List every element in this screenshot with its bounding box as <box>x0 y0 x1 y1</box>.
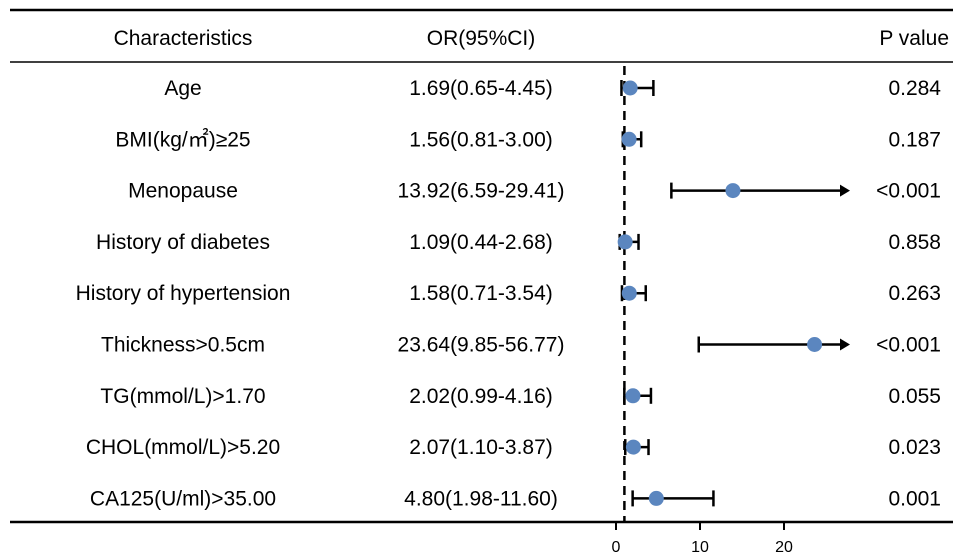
row-label: Age <box>164 77 201 100</box>
row-p-value: 0.055 <box>888 385 941 408</box>
header-p-value: P value <box>879 27 949 50</box>
row-p-value: <0.001 <box>876 180 941 203</box>
ci-arrowhead <box>840 184 850 197</box>
ci-arrowhead <box>840 338 850 351</box>
row-label: History of hypertension <box>76 282 291 305</box>
row-p-value: 0.858 <box>888 231 941 254</box>
or-point <box>625 388 641 404</box>
header-characteristics: Characteristics <box>114 27 253 50</box>
or-point <box>621 285 637 301</box>
row-p-value: 0.187 <box>888 128 941 151</box>
row-or-ci: 1.69(0.65-4.45) <box>409 77 553 100</box>
row-label: Menopause <box>128 180 238 203</box>
row-label: History of diabetes <box>96 231 270 254</box>
row-label: BMI(kg/㎡)≥25 <box>115 127 250 151</box>
or-point <box>617 234 633 250</box>
row-label: TG(mmol/L)>1.70 <box>100 385 265 408</box>
or-point <box>622 80 638 96</box>
row-p-value: 0.263 <box>888 282 941 305</box>
x-tick-label: 10 <box>691 539 709 556</box>
row-or-ci: 23.64(9.85-56.77) <box>398 334 565 357</box>
row-label: CHOL(mmol/L)>5.20 <box>86 436 280 459</box>
or-point <box>625 439 641 455</box>
x-axis: 0 10 20 <box>612 522 793 556</box>
x-tick-label: 20 <box>775 539 793 556</box>
row-label: CA125(U/ml)>35.00 <box>90 487 276 510</box>
row-p-value: <0.001 <box>876 334 941 357</box>
or-point <box>648 490 664 506</box>
row-p-value: 0.023 <box>888 436 941 459</box>
row-or-ci: 2.07(1.10-3.87) <box>409 436 553 459</box>
row-or-ci: 13.92(6.59-29.41) <box>398 180 565 203</box>
table-rows: Age 1.69(0.65-4.45) 0.284 BMI(kg/㎡)≥25 1.56(… <box>76 77 942 510</box>
row-or-ci: 1.58(0.71-3.54) <box>409 282 553 305</box>
or-point <box>621 131 637 147</box>
row-p-value: 0.284 <box>888 77 941 100</box>
x-tick-label: 0 <box>612 539 621 556</box>
row-label: Thickness>0.5cm <box>101 334 265 357</box>
row-or-ci: 2.02(0.99-4.16) <box>409 385 553 408</box>
header-or-ci: OR(95%CI) <box>427 27 536 50</box>
row-or-ci: 1.09(0.44-2.68) <box>409 231 553 254</box>
row-or-ci: 1.56(0.81-3.00) <box>409 128 553 151</box>
row-p-value: 0.001 <box>888 487 941 510</box>
row-or-ci: 4.80(1.98-11.60) <box>404 487 558 510</box>
or-point <box>725 183 741 199</box>
or-point <box>807 337 823 352</box>
plot-area <box>617 66 850 522</box>
